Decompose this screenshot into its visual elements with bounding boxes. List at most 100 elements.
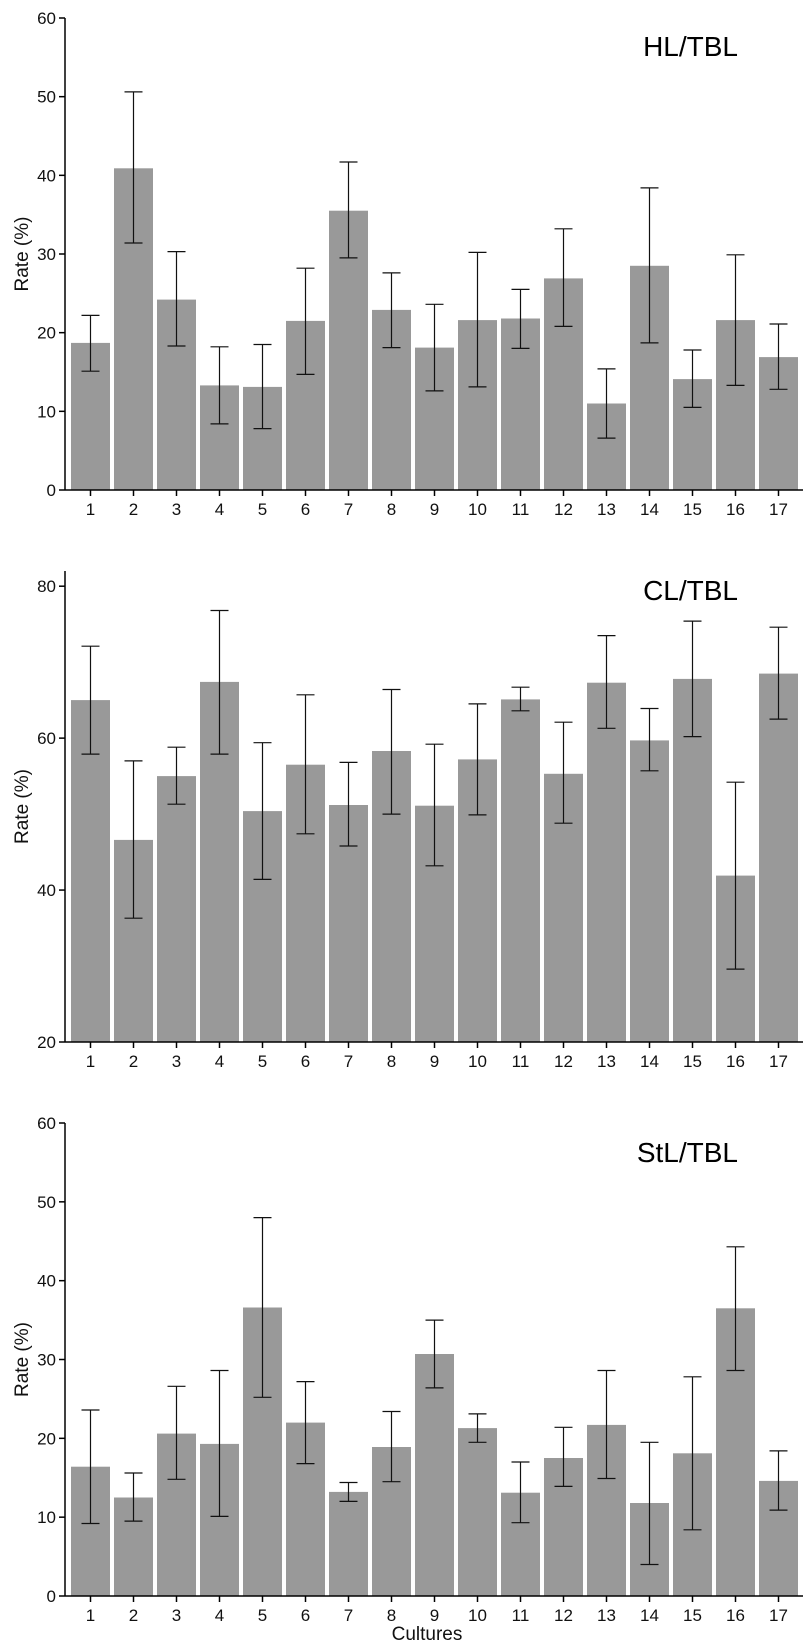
x-tick-label: 9 (430, 500, 439, 519)
x-tick-label: 15 (683, 1052, 702, 1071)
error-bar-14 (640, 1441, 659, 1566)
bar-15 (673, 678, 712, 1042)
error-bar-3 (167, 251, 186, 347)
error-bar-8 (382, 1410, 401, 1483)
bar-17 (759, 673, 798, 1042)
error-bar-14 (640, 187, 659, 344)
y-tick-label: 80 (37, 577, 56, 596)
x-tick-label: 1 (86, 1052, 95, 1071)
error-bar-6 (296, 267, 315, 375)
x-tick-label: 10 (468, 500, 487, 519)
x-tick-label: 13 (597, 500, 616, 519)
y-tick-label: 40 (37, 1272, 56, 1291)
panel-title: StL/TBL (637, 1137, 738, 1168)
x-axis-title: Cultures (392, 1624, 463, 1645)
x-tick-label: 9 (430, 1606, 439, 1625)
y-tick-label: 30 (37, 245, 56, 264)
error-bar-2 (124, 91, 143, 244)
error-bar-10 (468, 1413, 487, 1443)
y-axis-title: Rate (%) (12, 217, 33, 292)
x-tick-label: 13 (597, 1606, 616, 1625)
x-tick-label: 6 (301, 1052, 310, 1071)
error-bar-5 (253, 343, 272, 430)
error-bar-6 (296, 1380, 315, 1465)
y-tick-label: 50 (37, 1193, 56, 1212)
error-bar-2 (124, 760, 143, 919)
x-tick-label: 17 (769, 1052, 788, 1071)
x-tick-label: 6 (301, 1606, 310, 1625)
error-bar-4 (210, 609, 229, 755)
x-tick-label: 3 (172, 1606, 181, 1625)
x-tick-label: 3 (172, 1052, 181, 1071)
error-bar-16 (726, 254, 745, 386)
error-bar-4 (210, 346, 229, 425)
error-bar-15 (683, 1376, 702, 1531)
error-bar-17 (769, 323, 788, 390)
x-tick-label: 15 (683, 1606, 702, 1625)
error-bar-1 (81, 645, 100, 755)
y-tick-label: 40 (37, 881, 56, 900)
error-bar-12 (554, 1426, 573, 1488)
error-bar-11 (511, 686, 530, 712)
x-tick-label: 2 (129, 1052, 138, 1071)
x-tick-label: 16 (726, 1052, 745, 1071)
x-tick-label: 15 (683, 500, 702, 519)
x-tick-label: 10 (468, 1052, 487, 1071)
x-tick-label: 11 (512, 1052, 530, 1071)
x-tick-label: 9 (430, 1052, 439, 1071)
x-tick-label: 8 (387, 500, 396, 519)
x-tick-label: 11 (512, 1606, 530, 1625)
y-axis-title: Rate (%) (12, 769, 33, 844)
bar-1 (71, 700, 110, 1042)
y-tick-label: 20 (37, 1033, 56, 1052)
error-bar-7 (339, 161, 358, 259)
x-tick-label: 2 (129, 1606, 138, 1625)
x-tick-label: 7 (344, 500, 353, 519)
y-tick-label: 0 (47, 1587, 56, 1606)
error-bar-15 (683, 349, 702, 408)
y-tick-label: 60 (37, 729, 56, 748)
error-bar-12 (554, 721, 573, 824)
error-bar-16 (726, 1246, 745, 1372)
error-bar-9 (425, 1319, 444, 1389)
error-bar-9 (425, 303, 444, 392)
x-tick-label: 1 (86, 500, 95, 519)
y-tick-label: 30 (37, 1351, 56, 1370)
x-tick-label: 6 (301, 500, 310, 519)
y-tick-label: 60 (37, 1114, 56, 1133)
error-bar-11 (511, 1461, 530, 1524)
error-bar-17 (769, 626, 788, 720)
error-bar-7 (339, 1481, 358, 1503)
x-tick-label: 2 (129, 500, 138, 519)
x-tick-label: 5 (258, 1052, 267, 1071)
error-bar-5 (253, 1216, 272, 1398)
y-tick-label: 10 (37, 1508, 56, 1527)
y-tick-label: 0 (47, 481, 56, 500)
x-tick-label: 11 (512, 500, 530, 519)
error-bar-9 (425, 743, 444, 867)
error-bar-1 (81, 1409, 100, 1525)
x-tick-label: 1 (86, 1606, 95, 1625)
y-tick-label: 40 (37, 166, 56, 185)
error-bar-14 (640, 707, 659, 772)
x-tick-label: 4 (215, 500, 224, 519)
bar-13 (587, 682, 626, 1042)
x-tick-label: 14 (640, 1052, 659, 1071)
x-tick-label: 12 (554, 1606, 573, 1625)
x-tick-label: 7 (344, 1606, 353, 1625)
error-bar-13 (597, 1369, 616, 1480)
y-tick-label: 20 (37, 324, 56, 343)
x-tick-label: 12 (554, 1052, 573, 1071)
error-bar-13 (597, 368, 616, 439)
x-tick-label: 4 (215, 1606, 224, 1625)
error-bar-10 (468, 703, 487, 816)
x-tick-label: 7 (344, 1052, 353, 1071)
x-tick-label: 5 (258, 500, 267, 519)
error-bar-8 (382, 688, 401, 815)
error-bar-6 (296, 694, 315, 835)
error-bar-7 (339, 761, 358, 847)
error-bar-11 (511, 288, 530, 349)
